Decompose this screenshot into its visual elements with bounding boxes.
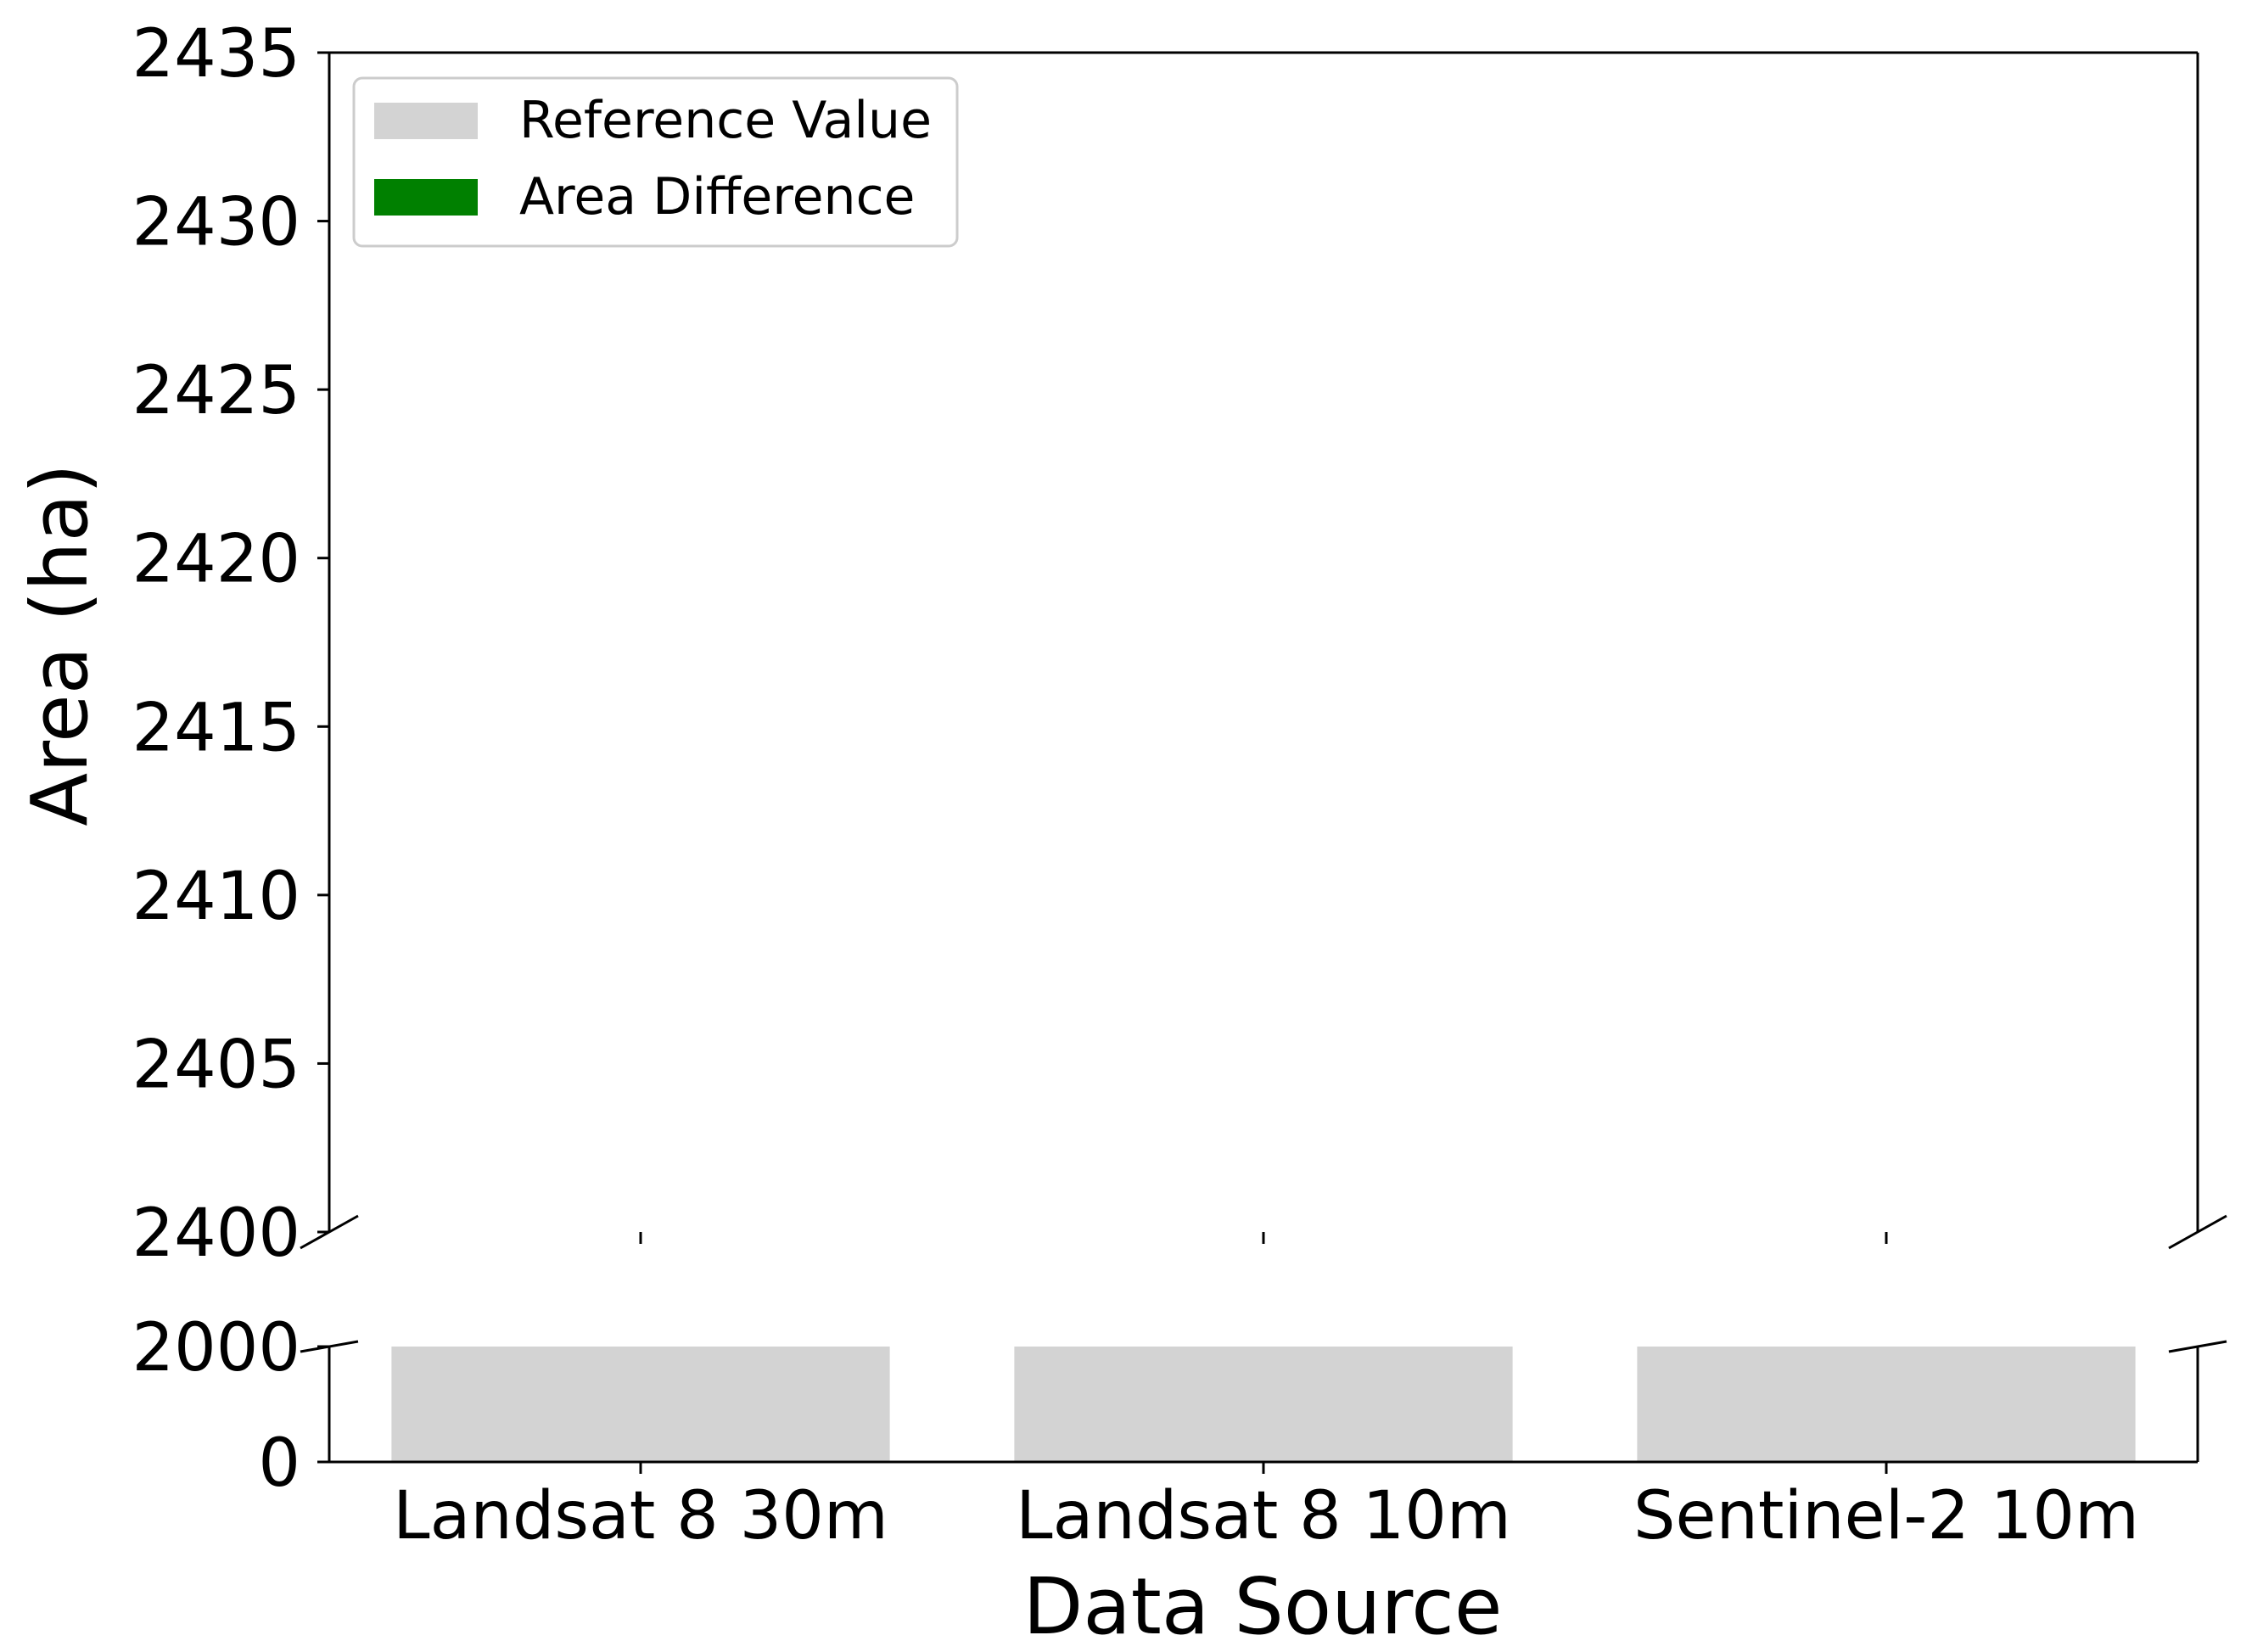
break-mark xyxy=(2168,1214,2227,1250)
upper-y-ticks: 2400 2405 2410 2415 2420 2425 2430 2435 xyxy=(132,16,329,1272)
break-mark xyxy=(300,1214,359,1250)
reference-bar xyxy=(1637,1347,2136,1462)
reference-bars xyxy=(391,1347,2136,1462)
y-tick-label: 2410 xyxy=(132,859,300,935)
legend-swatch-area-difference xyxy=(374,179,478,216)
legend-label-reference: Reference Value xyxy=(519,91,932,150)
y-tick-label: 2430 xyxy=(132,185,300,261)
x-tick-label: Sentinel-2 10m xyxy=(1633,1478,2139,1554)
y-tick-label: 2400 xyxy=(132,1196,300,1272)
y-tick-label: 2420 xyxy=(132,522,300,598)
y-axis-title: Area (ha) xyxy=(14,463,105,826)
legend-swatch-reference xyxy=(374,103,478,139)
legend: Reference Value Area Difference xyxy=(352,76,959,248)
y-tick-label: 2435 xyxy=(132,16,300,92)
y-tick-label: 2425 xyxy=(132,353,300,429)
y-tick-label: 2415 xyxy=(132,690,300,766)
legend-frame xyxy=(352,76,959,248)
axis-spines xyxy=(328,51,2199,1464)
x-tick-label: Landsat 8 10m xyxy=(1016,1478,1511,1554)
upper-panel: 2400 2405 2410 2415 2420 2425 2430 2435 xyxy=(132,16,1888,1272)
reference-bar xyxy=(391,1347,890,1462)
lower-y-ticks: 0 2000 xyxy=(132,1310,329,1502)
x-ticks: Landsat 8 30m Landsat 8 10m Sentinel-2 10m xyxy=(393,1462,2139,1554)
break-mark xyxy=(300,1340,359,1353)
upper-x-ticks xyxy=(639,1232,1888,1244)
break-mark xyxy=(2168,1340,2227,1353)
y-tick-label: 2405 xyxy=(132,1027,300,1103)
legend-label-area-difference: Area Difference xyxy=(519,167,915,227)
y-tick-label: 2000 xyxy=(132,1310,300,1386)
x-axis-title: Data Source xyxy=(1023,1561,1503,1652)
y-tick-label: 0 xyxy=(258,1425,300,1502)
x-tick-label: Landsat 8 30m xyxy=(393,1478,888,1554)
axis-break-marks xyxy=(300,1214,2227,1353)
reference-bar xyxy=(1014,1347,1513,1462)
lower-panel: 0 2000 Landsat 8 30m Landsat 8 10m Sentinel… xyxy=(132,1310,2139,1554)
